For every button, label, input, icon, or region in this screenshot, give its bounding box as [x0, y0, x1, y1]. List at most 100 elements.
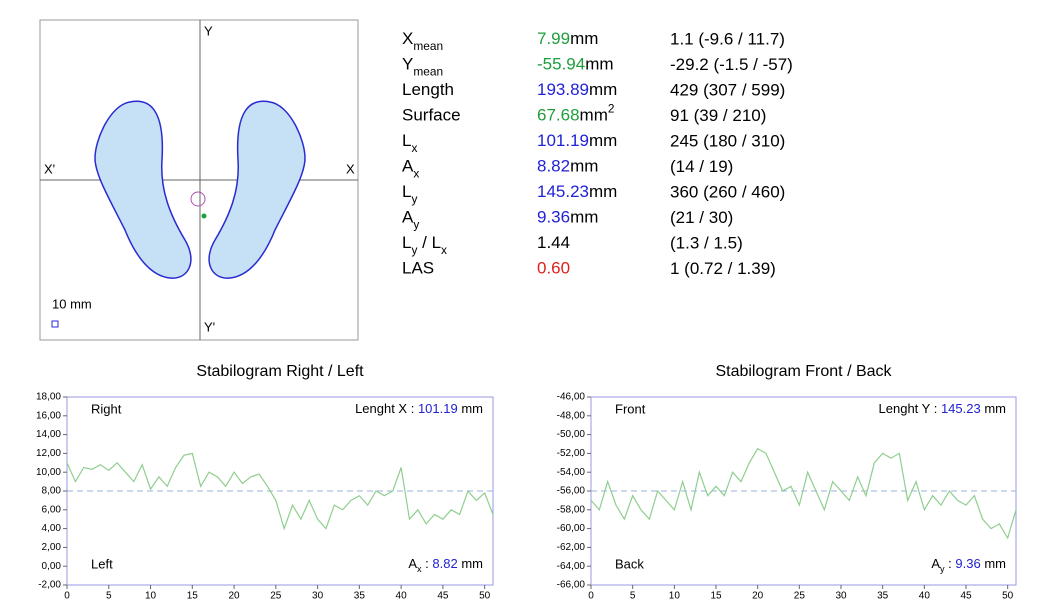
metric-value: 101.19mm: [537, 131, 617, 150]
text-part: / L: [417, 233, 441, 252]
y-tick-label: -62,00: [557, 542, 586, 553]
x-tick-label: 40: [396, 591, 408, 602]
metric-range: (21 / 30): [670, 208, 733, 227]
text-part: mm: [458, 401, 483, 416]
y-tick-label: -56,00: [557, 486, 586, 497]
x-tick-label: 30: [312, 591, 324, 602]
value: 1.44: [537, 233, 570, 252]
y-tick-label: -60,00: [557, 523, 586, 534]
text-part: L: [402, 131, 411, 150]
mean-circle: [190, 191, 206, 207]
metric-label: Lx: [402, 131, 417, 155]
x-tick-label: 30: [835, 591, 847, 602]
y-tick-label: 8,00: [42, 486, 62, 497]
x-tick-label: 45: [960, 591, 972, 602]
y-tick-label: -50,00: [557, 429, 586, 440]
y-tick-label: 18,00: [36, 392, 61, 403]
text-part: A: [402, 157, 414, 176]
annotation: Lenght Y : 145.23 mm: [879, 401, 1006, 416]
metric-value: 145.23mm: [537, 182, 617, 201]
text-part: mm: [570, 29, 598, 48]
text-part: 145.23: [941, 401, 981, 416]
metric-range: 360 (260 / 460): [670, 182, 785, 201]
value: -55.94: [537, 55, 585, 74]
y-tick-label: -48,00: [557, 410, 586, 421]
scale-label: 10 mm: [52, 296, 92, 311]
metric-value: 7.99mm: [537, 29, 598, 48]
metric-value: 193.89mm: [537, 80, 617, 99]
y-tick-label: 16,00: [36, 410, 61, 421]
metric-range: 91 (39 / 210): [670, 106, 766, 125]
text-part: Lenght X :: [355, 401, 418, 416]
x-tick-label: 10: [145, 591, 157, 602]
value: 0.60: [537, 259, 570, 278]
annotation: Ax : 8.82 mm: [408, 556, 483, 574]
text-part: mm: [458, 556, 483, 571]
metric-range: (1.3 / 1.5): [670, 233, 743, 252]
series-line: [66, 452, 494, 531]
metric-value: 8.82mm: [537, 157, 598, 176]
cop-point: [201, 213, 207, 219]
supscript: 2: [608, 102, 615, 116]
subscript: y: [940, 564, 945, 574]
subscript: x: [441, 243, 447, 257]
y-tick-label: -2,00: [38, 580, 61, 591]
axis-label: Y': [204, 319, 215, 334]
x-tick-label: 5: [106, 591, 112, 602]
y-tick-label: 2,00: [42, 542, 62, 553]
y-tick-label: -52,00: [557, 448, 586, 459]
metric-range: 245 (180 / 310): [670, 131, 785, 150]
value: 193.89: [537, 80, 589, 99]
axis-label: Y: [204, 23, 213, 38]
x-tick-label: 35: [354, 591, 366, 602]
subscript: mean: [413, 65, 443, 79]
x-tick-label: 20: [752, 591, 764, 602]
text-part: mm: [589, 80, 617, 99]
metric-range: 429 (307 / 599): [670, 80, 785, 99]
subscript: x: [413, 167, 419, 181]
y-tick-label: 14,00: [36, 429, 61, 440]
x-tick-label: 35: [877, 591, 889, 602]
metric-label: Surface: [402, 106, 461, 125]
metric-value: -55.94mm: [537, 55, 614, 74]
metric-label: Ay: [402, 208, 419, 232]
axis-label: X': [44, 161, 55, 176]
value: 67.68: [537, 106, 580, 125]
y-tick-label: -46,00: [557, 392, 586, 403]
y-tick-label: 0,00: [42, 561, 62, 572]
metric-range: 1.1 (-9.6 / 11.7): [670, 29, 785, 48]
left-foot: [94, 100, 192, 279]
metric-label: Ly / Lx: [402, 233, 447, 257]
metric-value: 0.60: [537, 259, 570, 278]
text-part: LAS: [402, 259, 434, 278]
y-tick-label: 12,00: [36, 448, 61, 459]
annotation: Left: [91, 556, 113, 571]
annotation: Back: [615, 556, 644, 571]
text-part: Length: [402, 80, 454, 99]
text-part: :: [945, 556, 956, 571]
metric-label: Ymean: [402, 55, 443, 79]
subscript: x: [411, 141, 417, 155]
x-tick-label: 25: [794, 591, 806, 602]
metric-value: 1.44: [537, 233, 570, 252]
value: 101.19: [537, 131, 589, 150]
x-tick-label: 50: [479, 591, 491, 602]
text-part: mm: [589, 131, 617, 150]
metric-label: Xmean: [402, 29, 443, 53]
subscript: x: [417, 564, 422, 574]
subscript: y: [413, 218, 419, 232]
text-part: mm: [570, 208, 598, 227]
metric-label: Length: [402, 80, 454, 99]
text-part: A: [931, 556, 940, 571]
scale-box: [51, 320, 59, 328]
x-tick-label: 50: [1002, 591, 1014, 602]
value: 8.82: [537, 157, 570, 176]
x-tick-label: 15: [710, 591, 722, 602]
text-part: X: [402, 29, 413, 48]
metric-label: Ly: [402, 182, 417, 206]
value: 145.23: [537, 182, 589, 201]
metric-range: 1 (0.72 / 1.39): [670, 259, 776, 278]
text-part: mm: [981, 556, 1006, 571]
